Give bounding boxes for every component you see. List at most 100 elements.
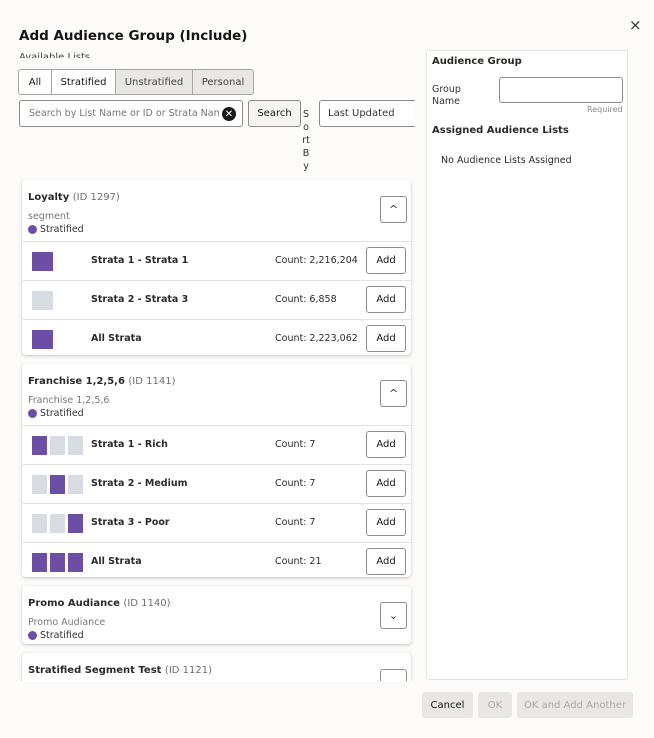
strata-swatch: [50, 475, 65, 494]
list-subtitle: segment: [28, 211, 70, 222]
strata-label: Strata 1 - Strata 1: [91, 255, 189, 266]
list-id: (ID 1121): [164, 665, 213, 676]
available-lists-label: Available Lists: [19, 52, 91, 58]
dialog-title: Add Audience Group (Include): [19, 28, 248, 44]
strata-swatches: [32, 475, 86, 494]
list-card: Stratified Segment Test (ID 1121) ⌄: [22, 653, 411, 681]
list-id: (ID 1141): [128, 376, 176, 387]
tab-personal[interactable]: Personal: [192, 69, 254, 95]
add-button[interactable]: Add: [366, 431, 406, 458]
list-name-text: Stratified Segment Test: [28, 665, 162, 676]
strata-swatch: [50, 436, 65, 455]
list-type-label: Stratified: [40, 408, 84, 419]
no-lists-message: No Audience Lists Assigned: [441, 155, 572, 166]
strata-row: Strata 2 - Strata 3 Count: 6,858 Add: [22, 280, 411, 319]
sort-select[interactable]: Last Updated: [319, 100, 415, 127]
strata-count: Count: 2,223,062: [275, 333, 358, 344]
list-card: Franchise 1,2,5,6 (ID 1141) Franchise 1,…: [22, 364, 411, 577]
add-button[interactable]: Add: [366, 548, 406, 575]
strata-swatch: [68, 475, 83, 494]
strata-label: Strata 2 - Medium: [91, 478, 188, 489]
list-subtitle: Franchise 1,2,5,6: [28, 395, 110, 406]
tab-unstratified[interactable]: Unstratified: [115, 69, 193, 95]
list-name: Stratified Segment Test (ID 1121): [28, 665, 212, 676]
list-name: Loyalty (ID 1297): [28, 192, 120, 203]
audience-group-panel: Audience Group Group Name Required Assig…: [426, 50, 628, 680]
strata-swatches: [32, 553, 86, 572]
strata-swatch: [32, 553, 47, 572]
collapse-button[interactable]: ^: [380, 380, 407, 407]
cancel-button[interactable]: Cancel: [422, 692, 473, 718]
strata-swatch: [68, 553, 83, 572]
list-type-label: Stratified: [40, 630, 84, 641]
strata-swatch: [32, 475, 47, 494]
expand-button[interactable]: ⌄: [380, 602, 407, 629]
list-filter-tabs: All Stratified Unstratified Personal: [18, 69, 254, 95]
strata-count: Count: 21: [275, 556, 322, 567]
add-button[interactable]: Add: [366, 509, 406, 536]
strata-swatch: [32, 436, 47, 455]
strata-swatches: [32, 436, 86, 455]
list-card: Loyalty (ID 1297) segment Stratified ^ S…: [22, 180, 411, 355]
strata-swatches: [32, 252, 56, 271]
collapse-button[interactable]: ^: [380, 196, 407, 223]
strata-swatches: [32, 291, 56, 310]
assigned-lists-heading: Assigned Audience Lists: [432, 125, 569, 136]
strata-swatches: [32, 514, 86, 533]
list-name-text: Franchise 1,2,5,6: [28, 376, 125, 387]
strata-swatch: [32, 252, 53, 271]
search-input[interactable]: [27, 107, 221, 120]
tab-all[interactable]: All: [18, 69, 52, 95]
strata-swatch: [32, 291, 53, 310]
tab-stratified[interactable]: Stratified: [51, 69, 116, 95]
strata-count: Count: 6,858: [275, 294, 337, 305]
clear-search-icon[interactable]: ✕: [222, 107, 236, 121]
strata-label: Strata 3 - Poor: [91, 517, 170, 528]
audience-group-heading: Audience Group: [432, 56, 522, 67]
list-name: Promo Audiance (ID 1140): [28, 598, 171, 609]
strata-swatches: [32, 330, 56, 349]
ok-and-add-another-button[interactable]: OK and Add Another: [517, 692, 633, 718]
list-id: (ID 1297): [72, 192, 120, 203]
add-button[interactable]: Add: [366, 325, 406, 352]
list-name: Franchise 1,2,5,6 (ID 1141): [28, 376, 176, 387]
strata-row: Strata 1 - Strata 1 Count: 2,216,204 Add: [22, 241, 411, 280]
stratified-dot-icon: [28, 631, 37, 640]
strata-count: Count: 7: [275, 439, 316, 450]
strata-row: Strata 1 - Rich Count: 7 Add: [22, 425, 411, 464]
strata-count: Count: 2,216,204: [275, 255, 358, 266]
ok-button[interactable]: OK: [478, 692, 512, 718]
strata-row: Strata 2 - Medium Count: 7 Add: [22, 464, 411, 503]
list-type-label: Stratified: [40, 224, 84, 235]
list-name-text: Promo Audiance: [28, 598, 120, 609]
required-hint: Required: [587, 105, 623, 114]
expand-button[interactable]: ⌄: [380, 669, 407, 681]
close-icon[interactable]: ×: [629, 16, 642, 34]
group-name-input[interactable]: [499, 77, 623, 103]
stratified-dot-icon: [28, 225, 37, 234]
stratified-dot-icon: [28, 409, 37, 418]
search-field: ✕: [19, 100, 243, 127]
strata-swatch: [32, 330, 53, 349]
strata-count: Count: 7: [275, 517, 316, 528]
list-type: Stratified: [28, 630, 84, 641]
strata-label: Strata 1 - Rich: [91, 439, 168, 450]
add-button[interactable]: Add: [366, 286, 406, 313]
list-card: Promo Audiance (ID 1140) Promo Audiance …: [22, 586, 411, 644]
list-type: Stratified: [28, 408, 84, 419]
strata-row: Strata 3 - Poor Count: 7 Add: [22, 503, 411, 542]
list-id: (ID 1140): [123, 598, 171, 609]
list-name-text: Loyalty: [28, 192, 70, 203]
strata-label: All Strata: [91, 333, 142, 344]
strata-swatch: [68, 436, 83, 455]
list-type: Stratified: [28, 224, 84, 235]
available-lists-scroll[interactable]: Loyalty (ID 1297) segment Stratified ^ S…: [19, 178, 415, 681]
strata-count: Count: 7: [275, 478, 316, 489]
sort-by-label: Sort By: [302, 109, 310, 172]
strata-label: Strata 2 - Strata 3: [91, 294, 189, 305]
strata-label: All Strata: [91, 556, 142, 567]
add-button[interactable]: Add: [366, 470, 406, 497]
search-button[interactable]: Search: [248, 100, 301, 127]
add-button[interactable]: Add: [366, 247, 406, 274]
